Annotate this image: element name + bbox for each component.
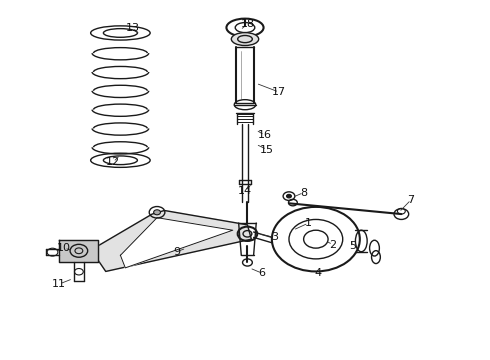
Text: 1: 1	[305, 218, 312, 228]
Text: 6: 6	[259, 268, 266, 278]
Polygon shape	[91, 211, 251, 271]
Text: 4: 4	[315, 268, 322, 278]
Text: 11: 11	[52, 279, 66, 289]
Ellipse shape	[231, 33, 259, 45]
Text: 15: 15	[260, 144, 274, 154]
Text: 10: 10	[57, 243, 71, 253]
Circle shape	[154, 210, 160, 215]
Text: 9: 9	[173, 247, 180, 257]
Text: 5: 5	[349, 241, 356, 251]
Circle shape	[287, 194, 292, 198]
Text: 17: 17	[272, 87, 286, 97]
Text: 13: 13	[125, 23, 140, 33]
Text: 8: 8	[300, 188, 307, 198]
Text: 7: 7	[408, 195, 415, 205]
Polygon shape	[59, 240, 98, 262]
Text: 12: 12	[106, 157, 120, 167]
Text: 14: 14	[238, 186, 252, 196]
Text: 3: 3	[271, 232, 278, 242]
Text: 18: 18	[241, 19, 254, 29]
Polygon shape	[121, 218, 233, 268]
Text: 16: 16	[258, 130, 271, 140]
Text: 2: 2	[329, 239, 337, 249]
